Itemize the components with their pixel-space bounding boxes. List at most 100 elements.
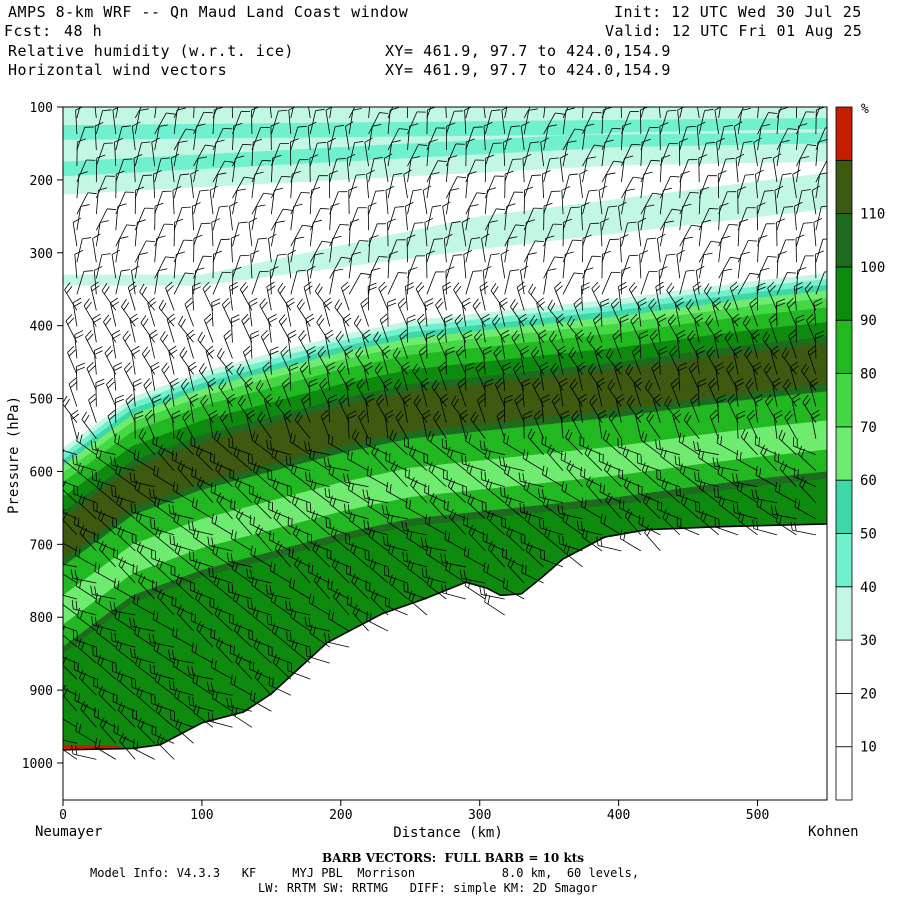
wind-barb [92, 646, 116, 664]
wind-barb [621, 143, 641, 167]
wind-barb [205, 345, 215, 375]
wind-barb [277, 282, 292, 311]
wind-barb [740, 428, 758, 455]
wind-barb [210, 482, 233, 504]
wind-barb [348, 186, 358, 215]
wind-barb [271, 175, 291, 199]
wind-barb [582, 222, 600, 247]
wind-barb [503, 394, 513, 423]
wind-barb [530, 346, 544, 375]
wind-barb [212, 544, 233, 568]
wind-barb [662, 509, 681, 536]
wind-barb [198, 363, 214, 391]
wind-barb [520, 121, 530, 151]
wind-barb [601, 107, 612, 134]
wind-barb [655, 281, 665, 311]
wind-barb [294, 411, 311, 439]
wind-barb [619, 529, 642, 552]
wind-barb [638, 514, 661, 536]
wind-barb [536, 297, 546, 327]
wind-barb [327, 579, 350, 600]
rh-dark-core [63, 343, 827, 559]
wind-barb [268, 676, 291, 696]
wind-barb [389, 429, 408, 455]
wind-barb [698, 240, 720, 263]
wind-barb [219, 410, 233, 439]
wind-barb [637, 297, 647, 327]
wind-barb [484, 154, 495, 183]
wind-barb [343, 473, 369, 488]
wind-barb [306, 265, 316, 295]
rh-near-surface [63, 478, 827, 750]
wind-barb [173, 239, 193, 263]
wind-barb [459, 569, 486, 584]
wind-barb [485, 478, 505, 504]
wind-barb [232, 254, 250, 279]
wind-barb [541, 170, 551, 199]
wind-barb [134, 625, 155, 648]
wind-barb [446, 254, 463, 279]
wind-barb [621, 122, 632, 151]
wind-barb [95, 378, 105, 407]
wind-barb [464, 577, 486, 600]
wind-barb [207, 377, 217, 407]
wind-barb [308, 107, 311, 118]
wind-barb [776, 239, 795, 263]
wind-barb [212, 127, 233, 151]
wind-barb [269, 346, 279, 375]
wind-barb [214, 606, 233, 632]
wind-barb [269, 561, 292, 584]
wind-barb [504, 125, 520, 151]
wind-barb [698, 108, 714, 135]
wind-barb [231, 107, 233, 118]
wind-barb [642, 493, 661, 520]
wind-barb [504, 464, 525, 488]
wind-barb [118, 557, 136, 584]
wind-barb [601, 250, 611, 279]
wind-barb [678, 362, 688, 391]
wind-barb [504, 191, 524, 215]
wind-barb [558, 534, 583, 552]
wind-barb [348, 207, 367, 231]
wind-barb [207, 536, 233, 552]
wind-barb [465, 237, 481, 263]
wind-barb [387, 107, 399, 135]
wind-barb [481, 313, 491, 343]
wind-barb [406, 314, 416, 343]
wind-barb [727, 394, 739, 423]
wind-barb [659, 253, 676, 279]
wind-barb [815, 330, 825, 359]
wind-barb [290, 125, 307, 151]
wind-barb [789, 361, 799, 391]
wind-barb [280, 345, 292, 375]
wind-barb [386, 482, 408, 504]
wind-barb [479, 585, 505, 600]
wind-barb [445, 346, 455, 375]
wind-barb [674, 297, 684, 327]
wind-barb [757, 124, 771, 151]
wind-barb [292, 525, 311, 552]
wind-barb [188, 696, 214, 712]
wind-barb [757, 235, 768, 263]
wind-barb [298, 330, 311, 359]
wind-barb [666, 282, 681, 311]
wind-barb [191, 642, 214, 664]
wind-barb [505, 495, 525, 520]
wind-barb [95, 154, 106, 183]
wind-barb [656, 233, 666, 263]
wind-barb [757, 107, 759, 118]
wind-barb [586, 331, 603, 359]
wind-barb [484, 142, 503, 167]
wind-barb [562, 218, 573, 247]
wind-barb [271, 447, 292, 472]
wind-barb [166, 313, 176, 343]
wind-barb [274, 540, 292, 568]
wind-barb [232, 155, 245, 183]
xy-coords-1: XY= 461.9, 97.7 to 424.0,154.9 [385, 42, 671, 60]
wind-barb [232, 188, 246, 215]
wind-barb [132, 378, 142, 407]
wind-barb [248, 217, 258, 247]
wind-barb [309, 208, 330, 231]
wind-barb [737, 480, 758, 504]
wind-barb [425, 544, 447, 568]
